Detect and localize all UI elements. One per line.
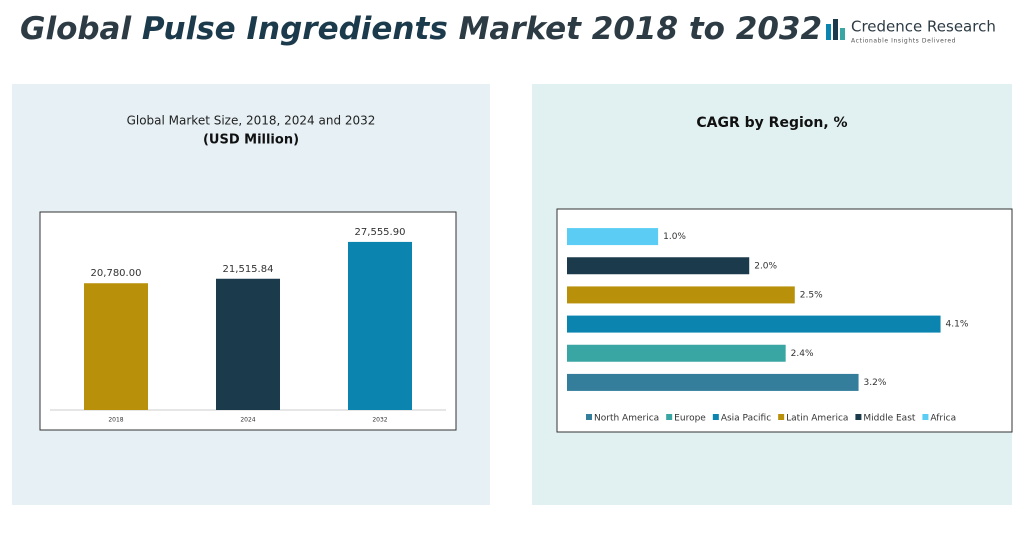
legend-label: Latin America (786, 414, 848, 424)
data-label: 1.0% (663, 232, 686, 242)
bar (216, 278, 280, 410)
logo-icon (840, 28, 845, 40)
bar (567, 228, 659, 246)
legend-label: Asia Pacific (721, 414, 771, 424)
chart-subtitle: (USD Million) (203, 133, 299, 148)
legend-swatch (855, 414, 862, 420)
page-title: Global Pulse Ingredients Market 2018 to … (20, 11, 822, 47)
legend-swatch (778, 414, 785, 420)
legend-label: North America (594, 414, 659, 424)
x-tick-label: 2024 (240, 417, 255, 424)
logo: Credence Research Actionable Insights De… (826, 18, 996, 45)
legend-label: Africa (930, 414, 956, 424)
bar (567, 373, 859, 391)
legend-label: Middle East (863, 414, 915, 424)
legend-swatch (586, 414, 592, 420)
data-label: 20,780.00 (91, 268, 142, 279)
logo-icon (833, 19, 838, 40)
legend-swatch (666, 414, 673, 420)
chart-title: Global Market Size, 2018, 2024 and 2032 (127, 114, 376, 128)
bar (348, 241, 412, 410)
logo-tagline: Actionable Insights Delivered (851, 38, 956, 45)
data-label: 21,515.84 (223, 264, 274, 275)
data-label: 2.5% (800, 290, 823, 300)
bar (567, 344, 786, 362)
data-label: 4.1% (946, 320, 969, 330)
data-label: 3.2% (864, 378, 887, 388)
chart-title: CAGR by Region, % (696, 115, 847, 131)
data-label: 2.0% (754, 261, 777, 271)
legend-label: Europe (674, 414, 706, 424)
data-label: 27,555.90 (355, 227, 406, 238)
bar (567, 315, 941, 333)
bar (84, 283, 148, 410)
bar (567, 257, 750, 275)
bar (567, 286, 795, 304)
logo-name: Credence Research (851, 18, 996, 36)
legend-swatch (922, 414, 929, 420)
legend-swatch (712, 414, 719, 420)
logo-icon (826, 24, 831, 40)
x-tick-label: 2032 (372, 417, 387, 424)
x-tick-label: 2018 (108, 417, 123, 424)
data-label: 2.4% (791, 349, 814, 359)
